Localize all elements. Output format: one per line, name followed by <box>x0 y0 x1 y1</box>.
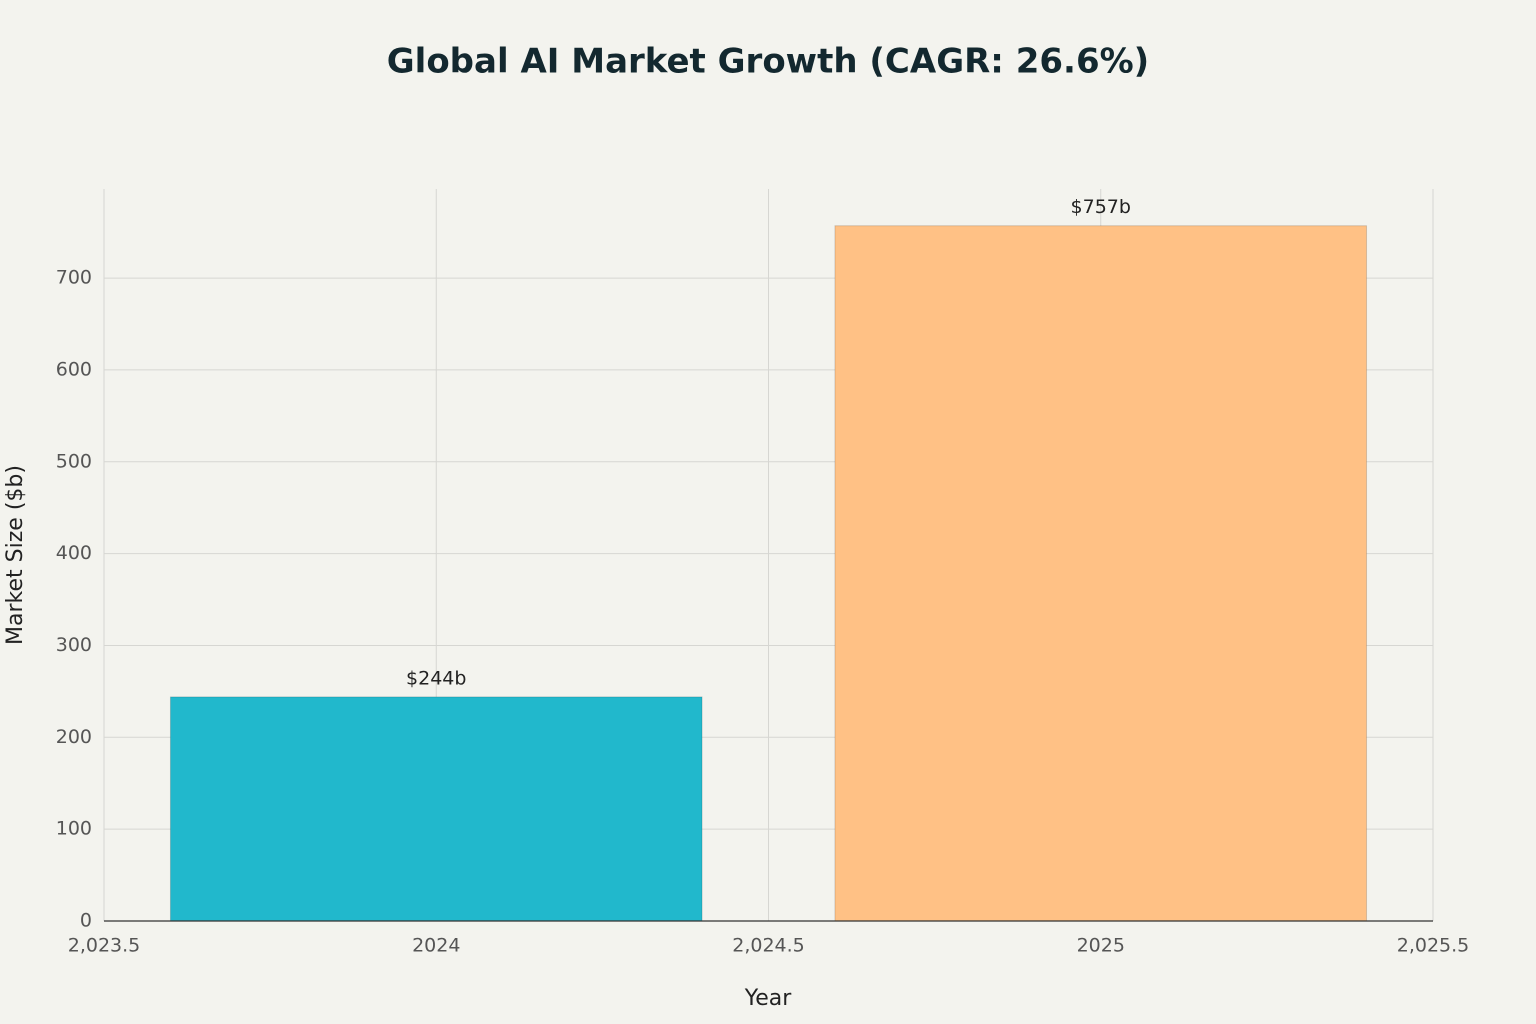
y-tick-label: 300 <box>56 634 92 656</box>
x-tick-label: 2,025.5 <box>1397 935 1470 957</box>
bar <box>169 696 703 922</box>
chart-title: Global AI Market Growth (CAGR: 26.6%) <box>387 42 1149 82</box>
y-tick-label: 100 <box>56 818 92 840</box>
y-tick-label: 200 <box>56 726 92 748</box>
x-tick-label: 2024 <box>412 935 460 957</box>
bar <box>834 225 1368 922</box>
y-tick-label: 700 <box>56 267 92 289</box>
x-tick-label: 2,023.5 <box>68 935 141 957</box>
data-label: $757b <box>1071 196 1131 218</box>
data-label: $244b <box>406 667 466 689</box>
x-tick-label: 2,024.5 <box>732 935 805 957</box>
y-tick-label: 0 <box>80 910 92 932</box>
x-axis-title: Year <box>744 986 793 1011</box>
y-tick-label: 400 <box>56 542 92 564</box>
x-tick-label: 2025 <box>1077 935 1125 957</box>
y-tick-label: 600 <box>56 358 92 380</box>
y-tick-label: 500 <box>56 450 92 472</box>
y-axis-title: Market Size ($b) <box>3 465 28 645</box>
